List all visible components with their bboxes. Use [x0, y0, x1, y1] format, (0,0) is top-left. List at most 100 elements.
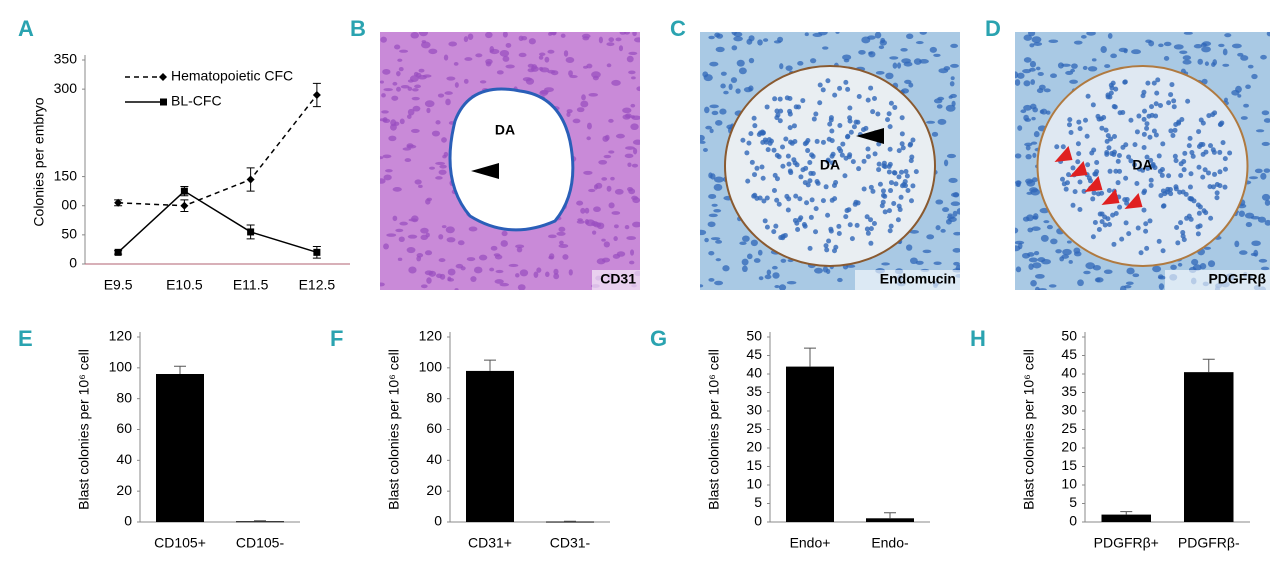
cell: [490, 245, 498, 251]
cell: [525, 78, 535, 85]
cell: [719, 108, 727, 115]
cell: [785, 65, 793, 71]
cell: [739, 241, 747, 245]
cell: [628, 188, 636, 195]
cell: [1172, 127, 1178, 133]
cell: [1113, 210, 1119, 216]
cell: [898, 169, 904, 175]
cell: [1260, 54, 1267, 60]
cell: [392, 187, 402, 192]
cell: [1203, 149, 1209, 155]
cell: [757, 249, 763, 256]
cell: [447, 277, 455, 282]
cell: [833, 180, 839, 186]
cell: [614, 188, 624, 195]
cell: [1131, 162, 1137, 168]
cell: [809, 197, 815, 203]
cell: [540, 89, 549, 95]
cell: [581, 94, 586, 101]
cell: [785, 207, 791, 213]
cell: [1103, 269, 1113, 275]
arrowhead: [1069, 161, 1088, 177]
cell: [1141, 89, 1147, 95]
cell: [566, 109, 573, 114]
cell: [407, 234, 418, 239]
cell: [1128, 117, 1134, 123]
y-axis-label: Colonies per embryo: [31, 97, 47, 226]
cell: [527, 68, 535, 73]
cell: [1152, 265, 1162, 273]
cell: [926, 234, 935, 240]
cell: [1126, 231, 1132, 237]
cell: [1026, 179, 1036, 187]
cell: [765, 147, 771, 153]
cell: [830, 151, 836, 157]
cell: [746, 38, 753, 45]
cell: [776, 201, 782, 207]
bar: [236, 521, 284, 523]
cell: [899, 131, 905, 137]
cell: [1160, 248, 1166, 254]
cell: [919, 32, 927, 35]
x-tick-label: PDGFRβ+: [1094, 535, 1159, 551]
cell: [731, 45, 738, 51]
cell: [1171, 104, 1177, 110]
panel-letter: E: [18, 326, 33, 351]
error-bar: [804, 347, 816, 367]
cell: [1126, 267, 1135, 275]
cell: [396, 70, 401, 77]
cell: [795, 226, 801, 232]
cell: [1182, 150, 1188, 156]
cell: [827, 121, 833, 127]
cell: [580, 207, 586, 214]
cell: [1238, 210, 1245, 217]
cell: [1040, 234, 1049, 242]
lumen: [448, 87, 575, 232]
cell: [788, 170, 794, 176]
cell: [601, 177, 608, 181]
cell: [1111, 241, 1117, 247]
cell: [936, 104, 943, 109]
cell: [558, 243, 569, 248]
cell: [1090, 234, 1096, 240]
cell: [538, 55, 544, 60]
cell: [1110, 53, 1117, 59]
panel-letter: C: [670, 16, 686, 41]
cell: [1100, 46, 1107, 53]
cell: [613, 236, 618, 242]
cell: [713, 209, 722, 213]
cell: [757, 39, 763, 46]
cell: [1102, 222, 1108, 228]
y-tick-label: 80: [426, 389, 442, 405]
cell: [832, 92, 838, 98]
cell: [1163, 56, 1170, 61]
cell: [1210, 147, 1216, 153]
cell: [626, 55, 634, 63]
cell: [1029, 60, 1037, 68]
cell: [1073, 40, 1083, 45]
cell: [791, 123, 797, 129]
cell: [713, 183, 723, 191]
cell: [1106, 222, 1112, 228]
cell: [1028, 257, 1038, 263]
cell: [1153, 132, 1159, 138]
cell: [1151, 80, 1157, 86]
cell: [397, 58, 403, 62]
cell: [380, 80, 384, 84]
cell: [1250, 215, 1260, 220]
cell: [1240, 55, 1249, 61]
cell: [942, 207, 950, 213]
line: [117, 190, 318, 254]
cell: [1038, 288, 1047, 290]
cell: [955, 264, 960, 272]
cell: [899, 115, 905, 121]
cell: [402, 147, 412, 151]
cell: [1266, 32, 1270, 37]
cell: [489, 45, 495, 53]
cell: [909, 229, 919, 234]
x-tick-label: E9.5: [104, 277, 133, 293]
cell: [426, 197, 433, 202]
cell: [1218, 43, 1225, 48]
cell: [566, 112, 571, 118]
cell: [1104, 64, 1111, 69]
